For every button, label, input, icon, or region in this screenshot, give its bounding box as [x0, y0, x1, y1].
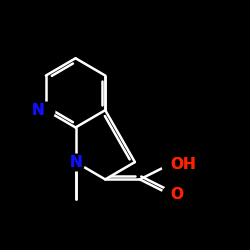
Text: O: O	[171, 187, 184, 202]
Text: OH: OH	[171, 157, 196, 172]
Text: O: O	[171, 187, 184, 202]
Text: OH: OH	[171, 157, 196, 172]
Text: N: N	[32, 103, 45, 118]
Text: N: N	[32, 103, 45, 118]
Text: N: N	[69, 154, 82, 170]
Text: N: N	[69, 154, 82, 170]
